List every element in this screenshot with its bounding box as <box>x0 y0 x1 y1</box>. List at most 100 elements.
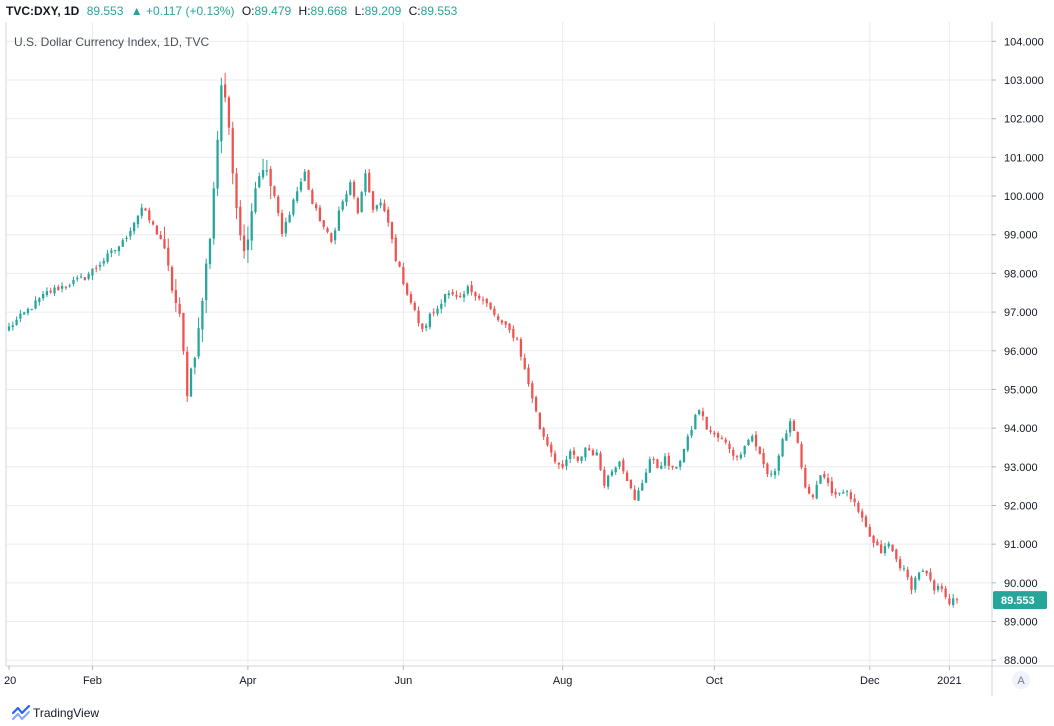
candle-body <box>705 416 708 430</box>
tradingview-logo-icon[interactable] <box>12 705 30 721</box>
candle-body <box>887 543 890 547</box>
candle-body <box>227 97 231 128</box>
candle-body <box>807 486 811 494</box>
candle-body <box>804 467 807 488</box>
candle-body <box>656 459 659 469</box>
candle-body <box>815 484 818 499</box>
candle-body <box>561 463 564 468</box>
candle-body <box>360 192 363 212</box>
candle-body <box>224 84 227 98</box>
candle-body <box>387 209 390 223</box>
candle-body <box>383 203 386 211</box>
candle-body <box>777 455 780 471</box>
candle-body <box>709 430 712 432</box>
open-label: O: <box>241 4 255 18</box>
candle-body <box>493 308 496 315</box>
candle-body <box>470 285 473 293</box>
candle-body <box>394 237 397 261</box>
candle-body <box>940 586 943 589</box>
candle-body <box>629 479 633 489</box>
candle-body <box>205 263 208 301</box>
high-value: 89.668 <box>310 4 348 18</box>
candle-body <box>914 577 917 590</box>
candle-body <box>770 473 773 475</box>
candle-body <box>38 298 41 302</box>
candle-body <box>132 222 136 232</box>
candle-body <box>675 466 678 469</box>
candle-body <box>489 302 492 309</box>
candle-body <box>728 443 731 450</box>
candle-body <box>497 316 500 320</box>
candle-body <box>921 570 925 572</box>
candle-body <box>273 186 276 196</box>
candle-body <box>515 338 519 340</box>
candle-body <box>853 498 856 503</box>
brand-name[interactable]: TradingView <box>33 706 100 720</box>
candle-body <box>936 585 940 590</box>
candle-body <box>318 207 322 222</box>
candle-body <box>660 465 663 469</box>
candle-body <box>140 207 143 216</box>
candle-body <box>751 436 754 442</box>
candle-body <box>170 267 174 291</box>
candle-body <box>716 433 720 438</box>
candle-body <box>421 323 424 329</box>
candle-body <box>189 368 193 397</box>
y-tick-label: 103.000 <box>1004 75 1044 87</box>
candle-body <box>417 310 420 324</box>
candle-body <box>690 429 693 436</box>
candle-body <box>641 483 644 491</box>
candle-body <box>773 471 777 476</box>
candle-body <box>466 286 469 294</box>
candle-body <box>538 412 542 430</box>
time-axis[interactable]: 20 Feb Apr Jun Aug Oct Dec 2021 <box>4 666 962 687</box>
candle-body <box>481 299 485 301</box>
candle-body <box>565 459 568 467</box>
candle-body <box>269 168 272 187</box>
candlestick-chart[interactable]: U.S. Dollar Currency Index, 1D, TVC 88.0… <box>0 0 1054 700</box>
candle-body <box>212 188 215 239</box>
candle-body <box>599 453 602 470</box>
candle-body <box>451 292 454 295</box>
candle-body <box>379 202 382 206</box>
candle-body <box>724 439 727 443</box>
symbol-label[interactable]: TVC:DXY, 1D <box>6 4 80 18</box>
price-axis[interactable]: 88.000 89.000 90.000 91.000 92.000 93.000 94.0… <box>992 36 1044 667</box>
candle-body <box>625 472 629 482</box>
x-tick-label: Apr <box>239 675 256 687</box>
candle-body <box>163 239 166 249</box>
candle-body <box>830 481 834 494</box>
candle-body <box>838 492 841 494</box>
scale-mode-button[interactable]: A <box>1012 671 1030 689</box>
candle-body <box>349 182 352 195</box>
candle-body <box>428 313 432 328</box>
candle-body <box>648 459 651 473</box>
y-tick-label: 99.000 <box>1004 230 1038 242</box>
candle-body <box>679 460 682 467</box>
candle-body <box>284 221 287 234</box>
y-tick-label: 96.000 <box>1004 346 1038 358</box>
candle-body <box>781 439 784 457</box>
candle-body <box>732 449 735 456</box>
candle-body <box>663 456 667 466</box>
candle-body <box>701 411 705 417</box>
candle-body <box>125 237 128 239</box>
candle-body <box>542 428 545 437</box>
candle-body <box>174 290 177 303</box>
candle-body <box>26 308 30 314</box>
candle-body <box>785 433 788 441</box>
candle-body <box>159 234 162 240</box>
candle-body <box>303 171 306 182</box>
close-value: 89.553 <box>420 4 458 18</box>
x-tick-label: Dec <box>860 675 880 687</box>
candle-body <box>906 569 909 578</box>
candle-body <box>432 312 435 314</box>
candle-body <box>811 494 815 498</box>
candle-body <box>265 170 268 172</box>
candle-body <box>747 439 750 446</box>
candle-body <box>409 294 413 303</box>
candle-body <box>231 128 234 174</box>
candle-body <box>603 469 606 486</box>
y-tick-label: 89.000 <box>1004 617 1038 629</box>
candle-body <box>698 410 701 415</box>
